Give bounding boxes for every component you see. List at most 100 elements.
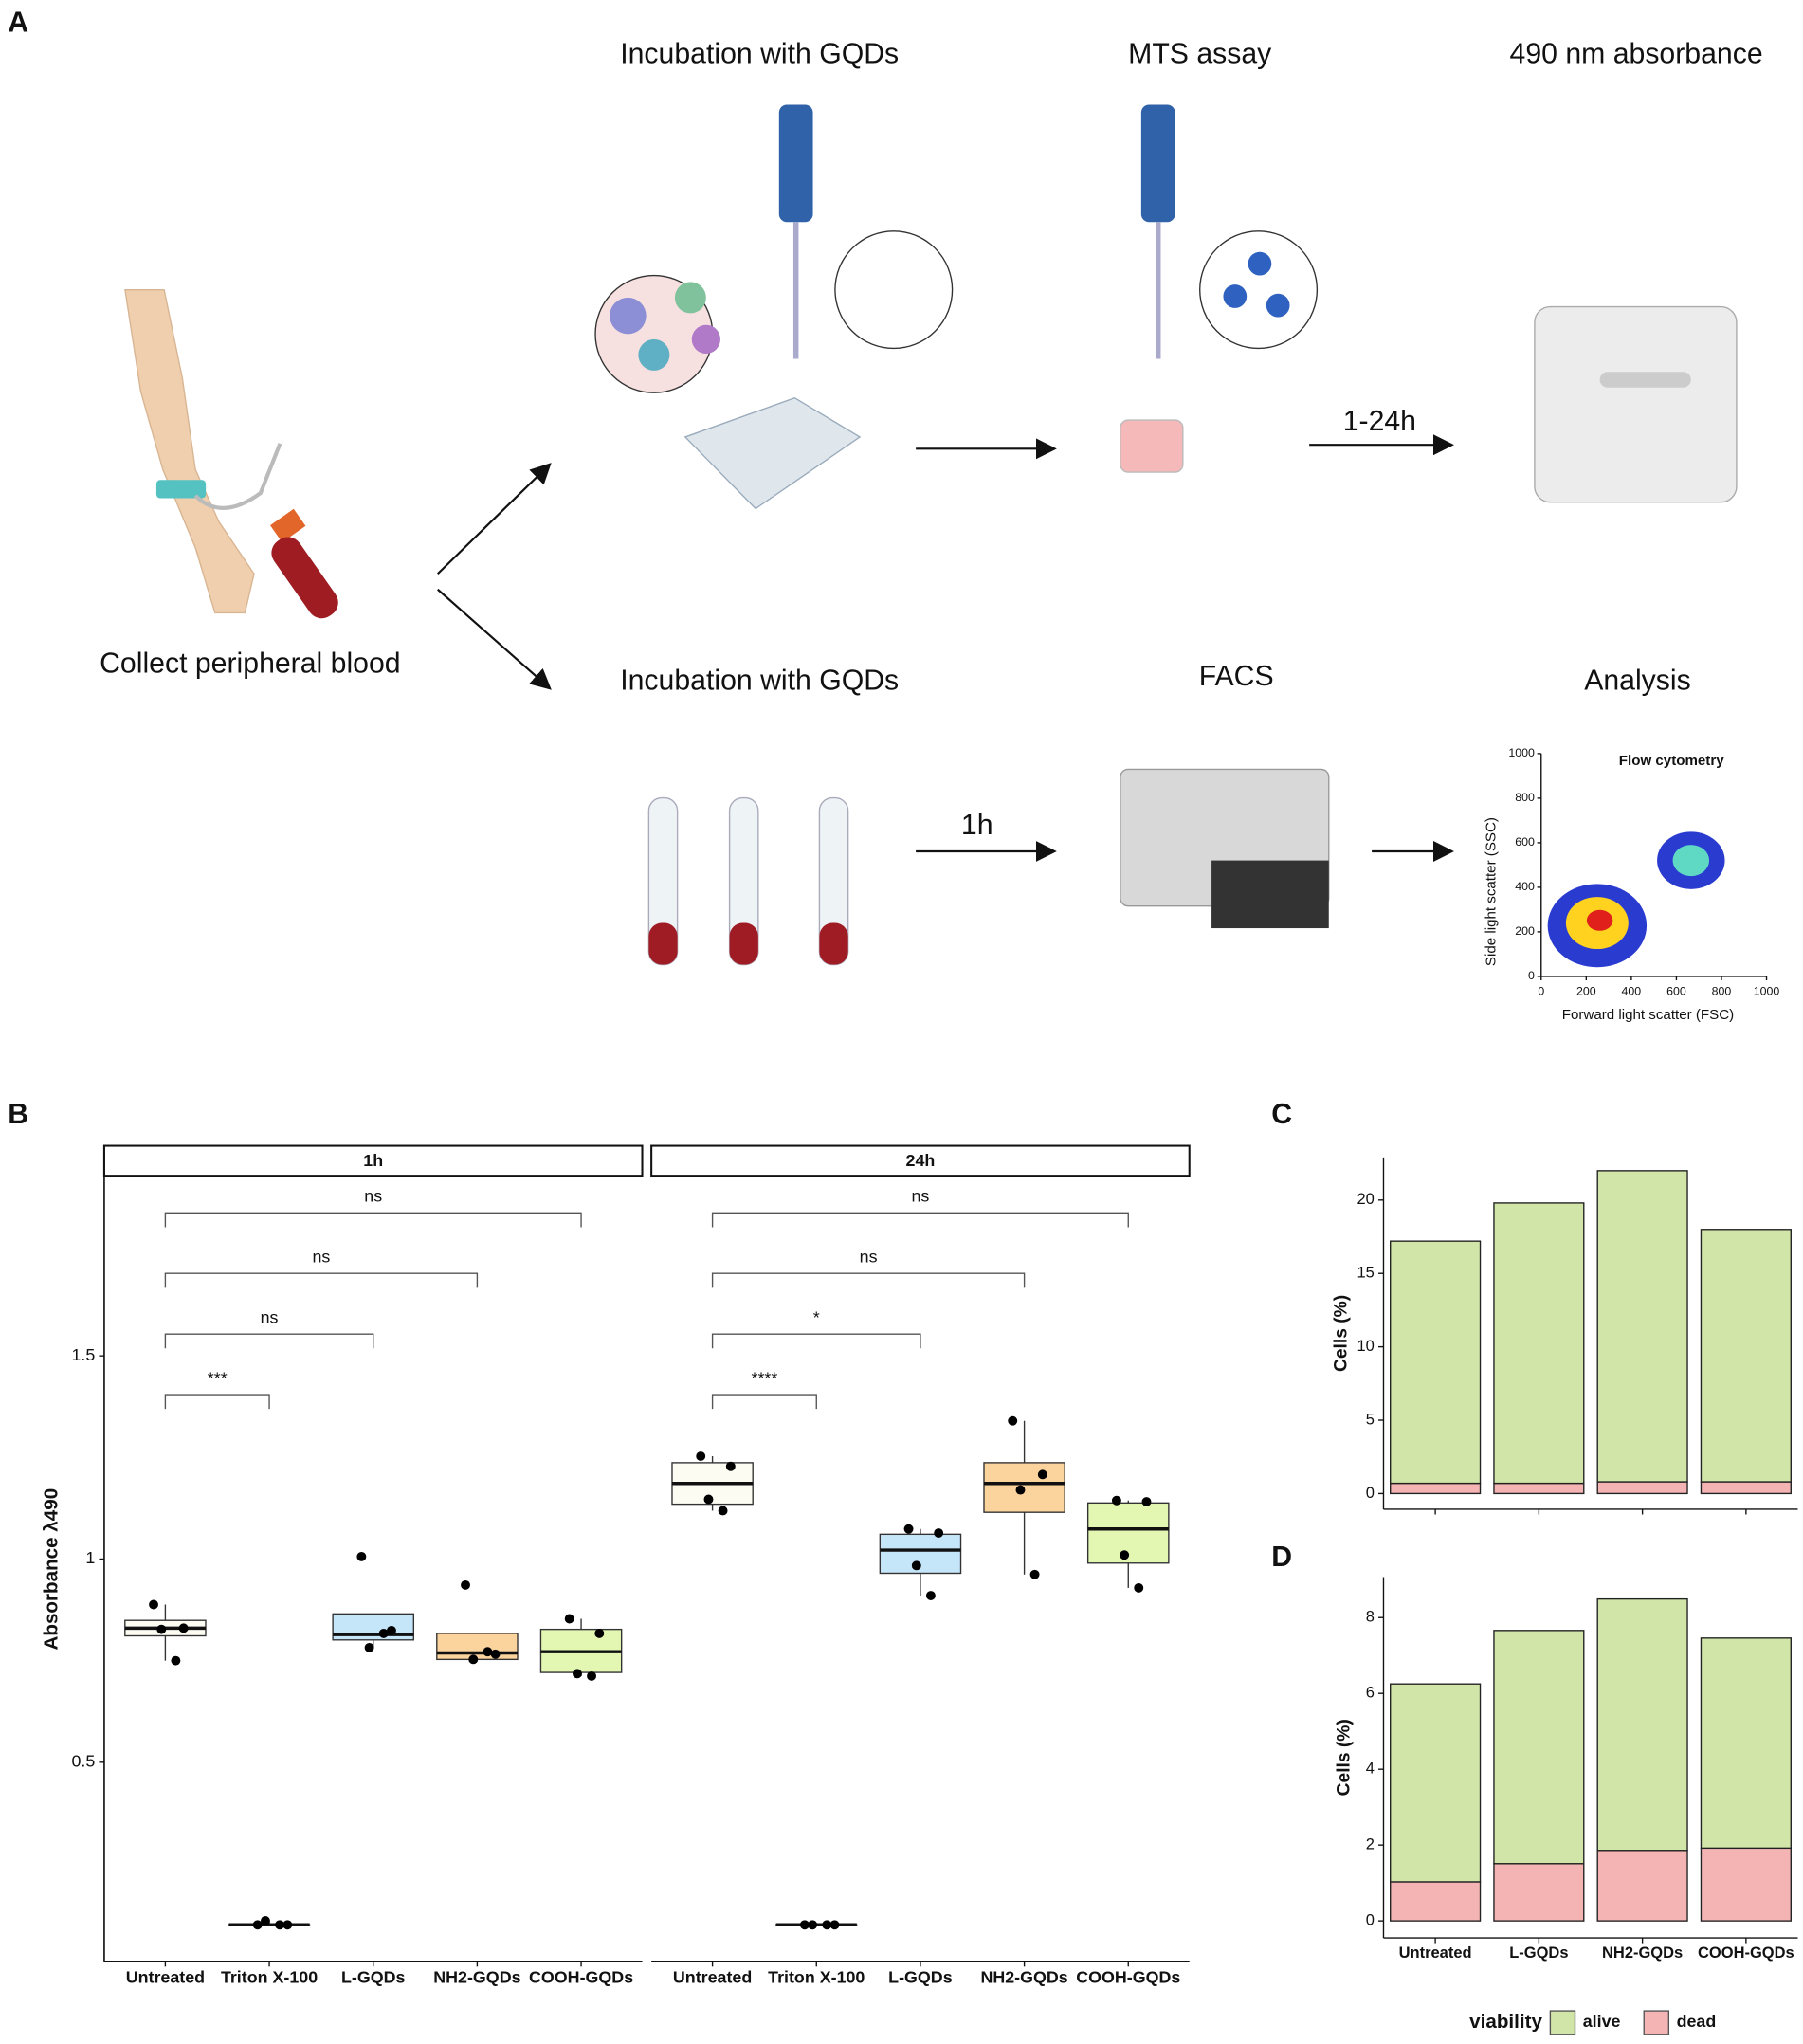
bar-segment [1390,1240,1482,1485]
significance-bracket [711,1333,921,1349]
data-point [911,1560,921,1571]
y-tick-label: 600 [1515,835,1535,849]
bar-segment [1596,1170,1688,1483]
data-point [171,1655,181,1666]
bar-segment [1700,1637,1792,1850]
x-tick-label: Untreated [126,1967,205,1986]
x-tick-label: L-GQDs [1509,1944,1568,1962]
data-point [564,1614,574,1624]
legend-label: alive [1583,2012,1621,2031]
y-tick-label: 8 [1366,1609,1375,1626]
data-point [356,1551,367,1561]
y-tick-label: 800 [1515,791,1535,804]
x-tick-label: COOH-GQDs [1076,1967,1180,1986]
x-tick-label: Triton X-100 [768,1967,865,1986]
y-tick-label: 4 [1366,1761,1375,1778]
significance-label: ns [261,1307,279,1326]
bar-segment [1700,1229,1792,1483]
legend-swatch [1643,2010,1670,2035]
data-point [387,1625,396,1635]
y-axis-label: Absorbance λ490 [40,1488,62,1651]
arrows [436,434,1454,862]
data-point [925,1591,936,1601]
bar-segment [1700,1847,1792,1922]
flow-inset: 0 200 400 600 800 1000 0 200 400 600 800 1000 Flow c… [1484,746,1780,1023]
arrow-label: 1-24h [1343,406,1416,437]
significance-bracket [164,1272,479,1288]
data-point [829,1920,840,1930]
panel-label: C [1271,1099,1292,1130]
data-point [461,1579,470,1590]
bar-segment [1493,1482,1585,1495]
bar-segment [1596,1597,1688,1852]
data-point [260,1916,270,1925]
y-tick-label: 6 [1366,1685,1375,1702]
significance-bracket [164,1212,582,1228]
x-tick-label: COOH-GQDs [529,1967,633,1986]
facet-strip [102,1144,644,1177]
tubes-illustration [647,768,1330,966]
panel-label: D [1271,1542,1292,1573]
x-tick-label: Triton X-100 [221,1967,318,1986]
y-tick-label: 15 [1357,1265,1375,1282]
x-tick-label: L-GQDs [341,1967,406,1986]
data-point [696,1451,706,1461]
bar-segment [1390,1482,1482,1495]
y-axis-label: Cells (%) [1334,1719,1354,1796]
bar-segment [1596,1850,1688,1922]
significance-label: ns [911,1187,929,1206]
y-tick-label: 0 [1366,1485,1375,1502]
data-point [364,1642,374,1652]
significance-label: ns [364,1187,382,1206]
significance-bracket [711,1394,817,1410]
data-point [587,1670,597,1681]
legend-title: viability [1469,2011,1542,2033]
data-point [822,1920,832,1930]
x-tick-label: Untreated [673,1967,752,1986]
data-point [149,1599,158,1610]
significance-label: ns [312,1247,330,1266]
significance-bracket [164,1333,374,1349]
y-tick-label: 0 [1528,969,1535,982]
bar-segment [1493,1863,1585,1922]
data-point [490,1649,501,1659]
bar-segment [1390,1881,1482,1922]
x-tick-label: NH2-GQDs [1602,1944,1683,1962]
facet-label: 24h [906,1151,936,1170]
x-tick-label: 400 [1622,985,1642,998]
charts: Absorbance λ490 1h 0.5 1 1.5 Untreated Triton … [40,1144,1798,2035]
y-tick-label: 1 [85,1548,95,1567]
data-point [483,1647,493,1657]
significance-bracket [711,1212,1129,1228]
y-tick-label: 0.5 [71,1752,95,1771]
data-point [934,1528,944,1538]
data-point [178,1623,189,1633]
significance-bracket [711,1272,1026,1288]
legend-label: dead [1677,2012,1717,2031]
bar-segment [1493,1202,1585,1485]
data-point [468,1654,479,1665]
panel-label: A [8,7,28,38]
x-axis-label: Forward light scatter (FSC) [1562,1007,1734,1023]
y-tick-label: 400 [1515,880,1535,893]
inset-clusters [1547,831,1725,968]
y-tick-label: 20 [1357,1191,1375,1208]
y-axis-label: Cells (%) [1332,1295,1352,1372]
x-tick-label: 600 [1666,985,1686,998]
data-point [594,1628,605,1638]
significance-label: ns [860,1247,878,1266]
x-tick-label: 0 [1538,985,1544,998]
data-point [572,1669,582,1679]
y-tick-label: 1000 [1508,746,1535,759]
significance-bracket [164,1394,270,1410]
box [436,1633,519,1661]
arm-illustration [124,288,338,619]
x-tick-label: 1000 [1754,985,1780,998]
inset-title: Flow cytometry [1619,753,1724,769]
data-point [1141,1497,1152,1506]
bar-segment [1493,1630,1585,1865]
data-point [1008,1415,1018,1426]
x-tick-label: NH2-GQDs [433,1967,520,1986]
